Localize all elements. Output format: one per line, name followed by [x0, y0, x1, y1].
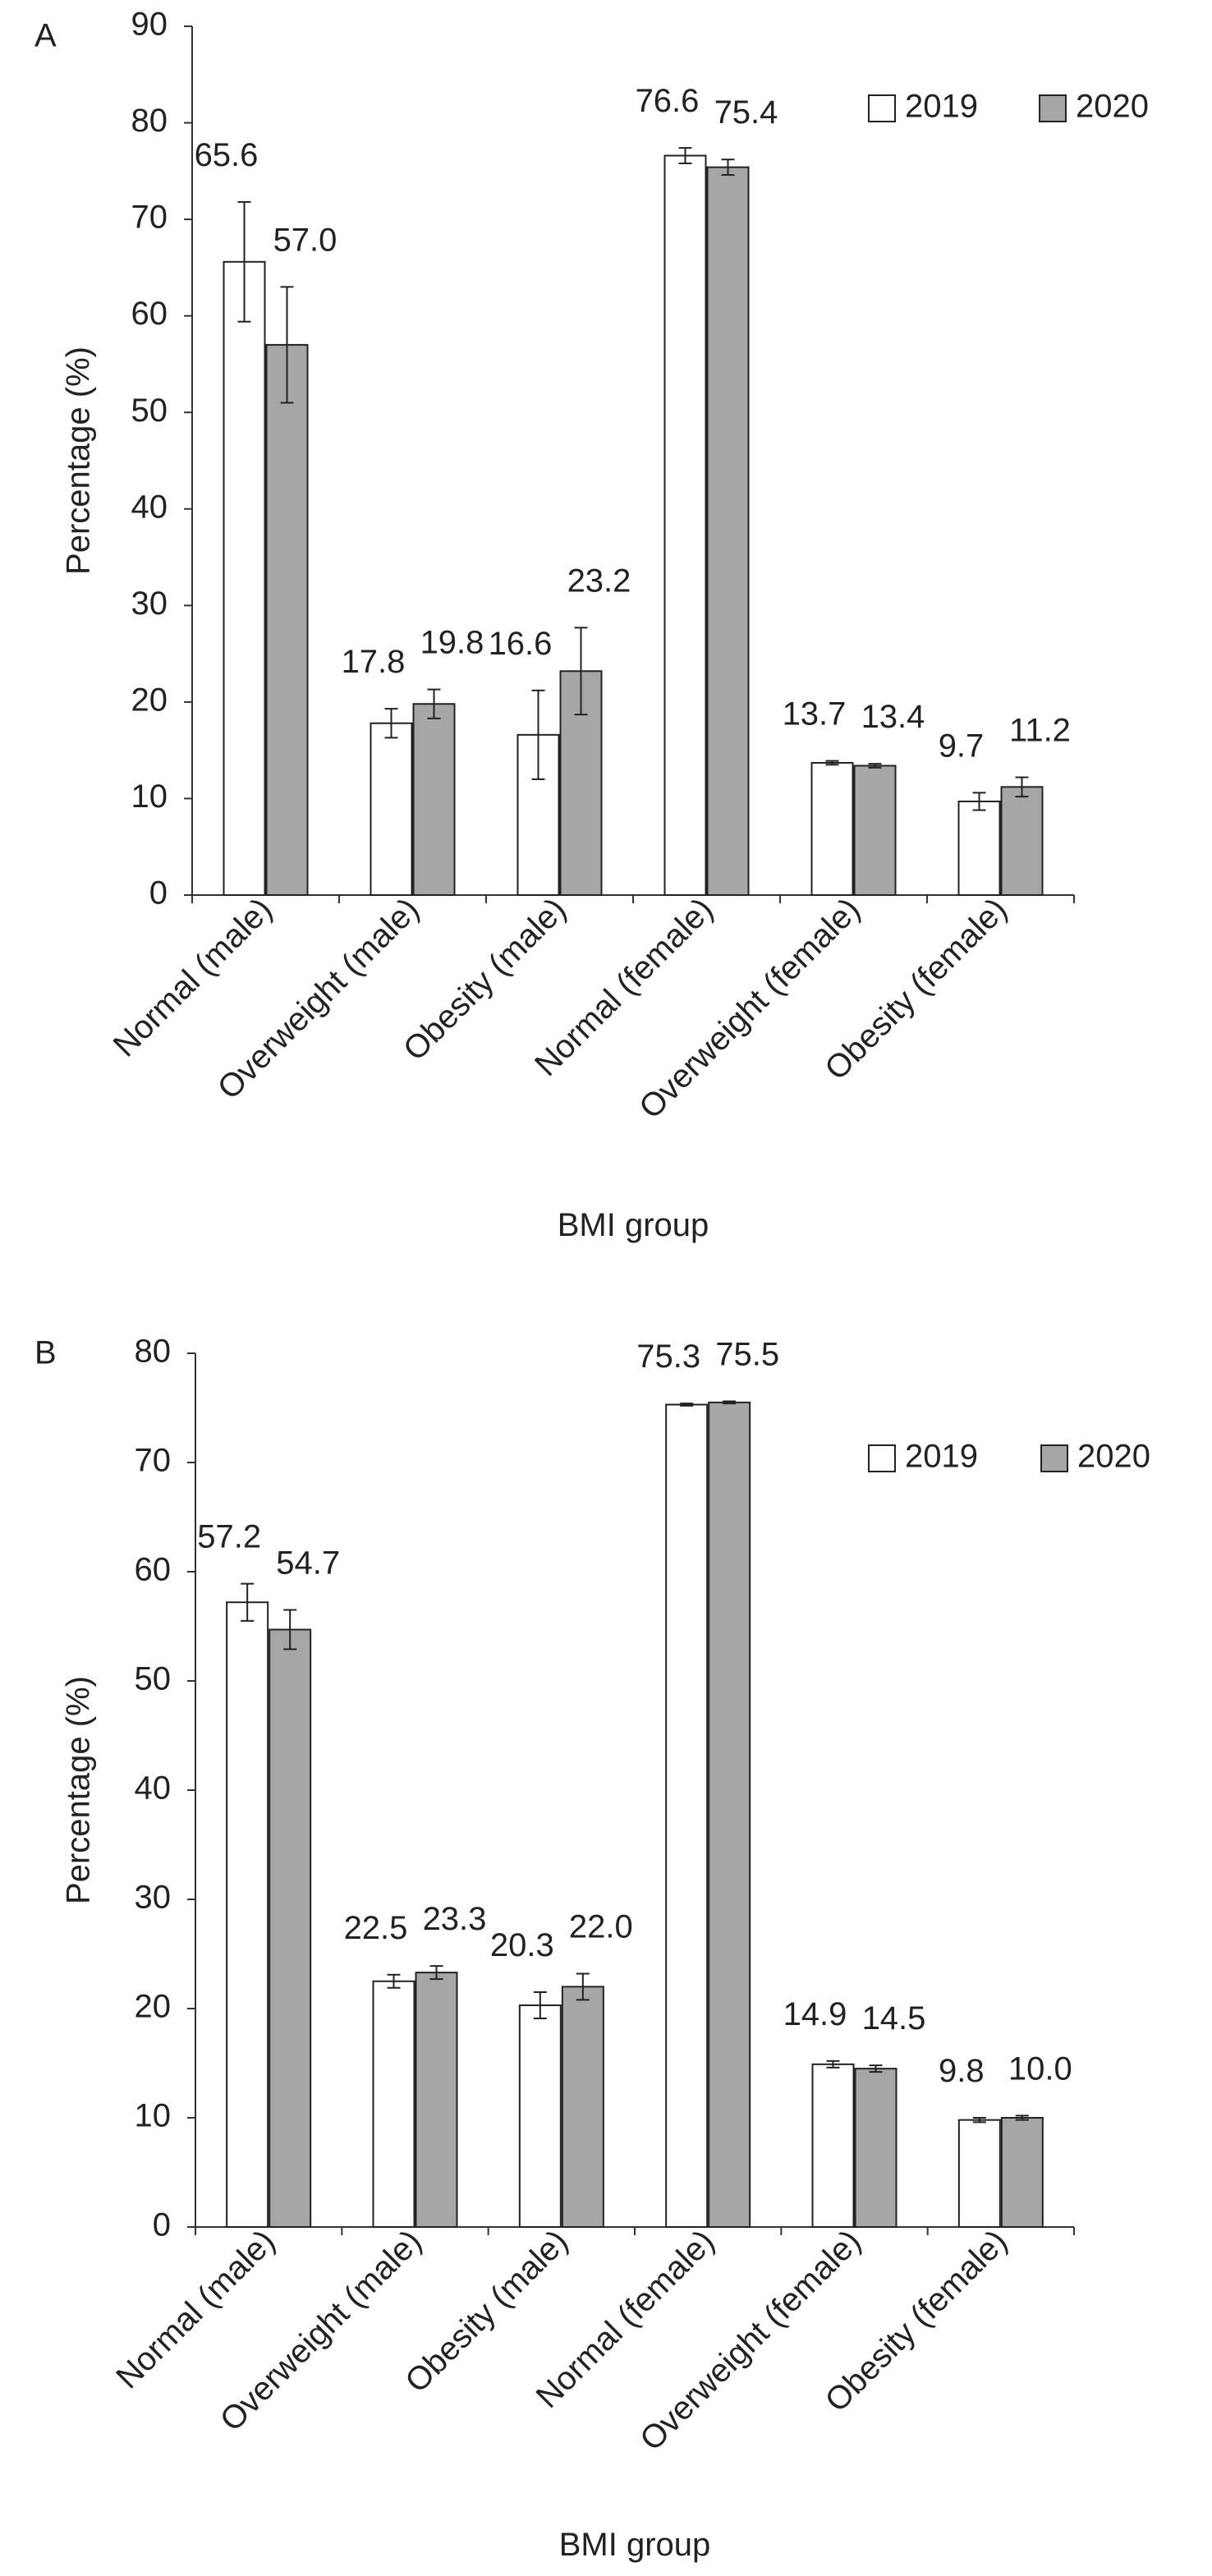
bar-2020 [708, 1401, 751, 2228]
y-tick-label: 70 [131, 200, 168, 236]
chart-panel-b: B 0 10 20 30 40 50 60 70 80 Percentage (%) 57.2 54.7… [34, 1334, 1150, 2563]
bar-2019 [957, 800, 1001, 897]
bar-2020 [1000, 786, 1044, 896]
y-tick-label: 50 [135, 1661, 172, 1697]
panel-letter: B [34, 1335, 57, 1371]
legend-swatch-2019 [868, 1444, 896, 1472]
y-tick-label: 40 [131, 489, 168, 525]
data-label: 54.7 [276, 1545, 340, 1582]
bar-2019 [223, 260, 266, 896]
data-label: 75.5 [715, 1337, 779, 1373]
bar-2019 [226, 1601, 269, 2228]
data-label: 23.3 [423, 1901, 487, 1937]
y-tick-label: 30 [131, 585, 168, 622]
y-axis-title: Percentage (%) [61, 347, 97, 575]
data-label: 76.6 [636, 83, 700, 119]
legend-swatch-2020 [1040, 1444, 1068, 1472]
legend-swatch-2020 [1039, 94, 1067, 122]
bar-2020 [415, 1972, 458, 2229]
data-label: 22.0 [569, 1908, 633, 1945]
bar-2020 [854, 2068, 898, 2228]
y-tick-label: 20 [131, 682, 168, 718]
y-tick-label: 0 [149, 875, 168, 911]
bar-2020 [561, 1986, 604, 2228]
y-tick-label: 10 [131, 778, 168, 815]
chart-panel-a: A 0 10 20 30 40 50 60 70 80 90 Percentage (%) 65.6 57… [34, 7, 1149, 1243]
data-label: 22.5 [344, 1910, 408, 1946]
bar-2019 [663, 154, 707, 897]
data-label: 65.6 [195, 137, 259, 173]
bar-2020 [706, 166, 750, 896]
data-label: 17.8 [342, 644, 406, 680]
legend-label: 2020 [1076, 89, 1149, 125]
data-label: 75.4 [714, 94, 778, 131]
y-tick-label: 20 [135, 1989, 172, 2025]
bar-2019 [957, 2119, 1001, 2228]
y-tick-label: 10 [135, 2098, 172, 2134]
x-axis-title: BMI group [558, 1207, 709, 1243]
data-label: 9.8 [939, 2053, 985, 2089]
data-label: 57.0 [273, 222, 337, 258]
x-axis-title: BMI group [559, 2527, 711, 2563]
y-tick-label: 60 [131, 296, 168, 332]
data-label: 75.3 [636, 1339, 700, 1375]
data-label: 11.2 [1009, 713, 1071, 749]
bar-2019 [811, 2063, 855, 2229]
bar-2019 [518, 2004, 562, 2228]
legend-swatch-2019 [868, 94, 896, 122]
bar-2020 [269, 1628, 312, 2228]
data-label: 14.9 [783, 1996, 847, 2032]
data-label: 23.2 [567, 562, 631, 599]
y-tick-label: 0 [153, 2207, 171, 2243]
data-label: 13.7 [783, 696, 847, 732]
bar-2019 [370, 722, 413, 896]
bar-2019 [665, 1403, 709, 2228]
y-tick-label: 80 [131, 103, 168, 139]
bar-2020 [412, 703, 456, 896]
y-tick-label: 90 [131, 7, 168, 43]
data-label: 19.8 [420, 625, 484, 661]
panel-letter: A [34, 18, 57, 54]
legend-label: 2020 [1077, 1439, 1150, 1475]
data-label: 9.7 [939, 728, 985, 764]
data-label: 13.4 [861, 699, 925, 735]
legend-label: 2019 [905, 89, 978, 125]
y-tick-label: 30 [135, 1880, 172, 1916]
y-tick-label: 50 [131, 393, 168, 429]
y-tick-label: 70 [135, 1443, 172, 1479]
y-tick-label: 40 [135, 1770, 172, 1807]
data-label: 16.6 [489, 626, 553, 662]
data-label: 57.2 [197, 1519, 261, 1555]
data-label: 10.0 [1008, 2050, 1072, 2087]
bar-2020 [853, 765, 897, 897]
data-label: 14.5 [862, 2000, 926, 2036]
bar-2020 [265, 343, 309, 896]
y-tick-label: 80 [135, 1334, 172, 1370]
data-label: 20.3 [490, 1927, 554, 1963]
bar-2020 [1000, 2117, 1044, 2228]
bar-2019 [810, 761, 854, 897]
legend-label: 2019 [905, 1439, 978, 1475]
y-axis-title: Percentage (%) [61, 1676, 97, 1904]
bar-2019 [372, 1980, 415, 2228]
y-tick-label: 60 [135, 1552, 172, 1588]
